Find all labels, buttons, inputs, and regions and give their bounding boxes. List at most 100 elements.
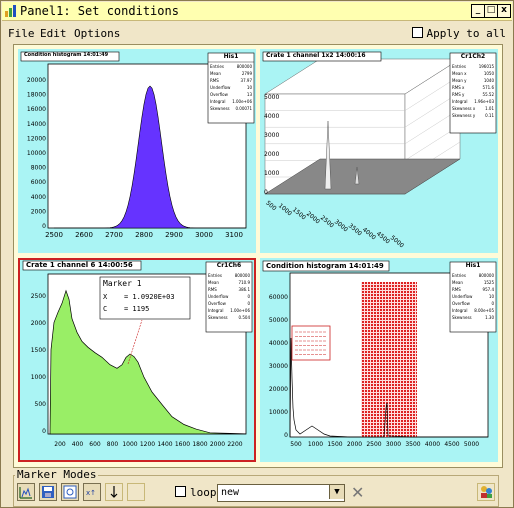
- y-tick-label: 500: [35, 401, 47, 408]
- x-tick-label: 3500: [347, 222, 363, 237]
- stats-row: Integral 1.96e+03: [452, 98, 494, 105]
- y-tick-label: 40000: [269, 340, 288, 347]
- x-tick-label: 2500: [366, 441, 381, 448]
- x-tick-label: 2700: [105, 231, 123, 239]
- y-tick-label: 4000: [31, 194, 46, 201]
- floppy-icon: [40, 484, 56, 500]
- x-tick-label: 3500: [405, 441, 420, 448]
- y-tick-label: 50000: [269, 317, 288, 324]
- marker-c-value: = 1195: [124, 305, 149, 313]
- pad1-title: Condition histogram 14:01:49: [24, 52, 108, 58]
- marker-x-value: = 1.0920E+03: [124, 293, 175, 301]
- histogram-canvas[interactable]: 2500 2600 2700 2800 2900 3000 3100 20000 18000 16…: [13, 44, 503, 468]
- zoom-mode-button[interactable]: [61, 483, 79, 501]
- y-tick-label: 16000: [27, 106, 46, 113]
- stats-row: Mean 2799: [210, 70, 252, 77]
- save-mode-button[interactable]: [39, 483, 57, 501]
- pad3-stats-box: Entries 800000 Mean 710.9 RMS 386.1 Underflow 0…: [208, 272, 250, 321]
- y-tick-label: 0: [284, 432, 288, 439]
- menu-edit[interactable]: Edit: [40, 27, 67, 40]
- checkbox-box[interactable]: [412, 27, 423, 38]
- x-tick-label: 1600: [175, 441, 190, 448]
- x-tick-label: 4000: [425, 441, 440, 448]
- stats-row: Mean y 1040: [452, 77, 494, 84]
- menu-file[interactable]: File: [8, 27, 35, 40]
- x-tick-label: 3100: [225, 231, 243, 239]
- menu-options[interactable]: Options: [74, 27, 120, 40]
- z-tick-label: 2000: [264, 151, 279, 158]
- stats-row: Integral 8.00e+05: [452, 307, 494, 314]
- loop-checkbox-box[interactable]: [175, 486, 186, 497]
- stats-row: Underflow 10: [210, 84, 252, 91]
- stats-row: Skewness y 0.11: [452, 112, 494, 119]
- pad4-stats-box: Entries 800000 Mean 1525 RMS 957.4 Underflow 10…: [452, 272, 494, 321]
- marker-title: Marker 1: [103, 279, 142, 288]
- marker-modes-group: Marker Modes x↑ loop new ▼ ✕: [13, 469, 501, 507]
- title-bar[interactable]: Panel1: Set conditions _ □ x: [2, 2, 512, 21]
- z-tick-label: 0: [264, 189, 268, 196]
- y-tick-label: 2500: [31, 293, 46, 300]
- x-tick-label: 4500: [375, 230, 391, 245]
- stats-row: RMS 37.97: [210, 77, 252, 84]
- x-tick-label: 2000: [210, 441, 225, 448]
- y-tick-label: 8000: [31, 165, 46, 172]
- y-tick-label: 20000: [269, 386, 288, 393]
- x-tick-label: 400: [72, 441, 84, 448]
- pad2-title: Crate 1 channel 1x2 14:00:16: [266, 52, 366, 59]
- y-tick-label: 20000: [27, 77, 46, 84]
- grid-icon: [62, 484, 78, 500]
- y-tick-label: 14000: [27, 121, 46, 128]
- people-icon: [478, 484, 494, 500]
- x-tick-label: 1200: [140, 441, 155, 448]
- z-tick-label: 3000: [264, 132, 279, 139]
- pad2-stats-title: Cr1Ch2: [450, 53, 496, 60]
- histogram-mode-button[interactable]: [17, 483, 35, 501]
- x-tick-label: 4000: [361, 226, 377, 241]
- x-tick-label: 3000: [195, 231, 213, 239]
- stats-row: Skewness 0.504: [208, 314, 250, 321]
- stats-row: Skewness x 1.01: [452, 105, 494, 112]
- pad-condition-histogram-top[interactable]: 2500 2600 2700 2800 2900 3000 3100 20000 18000 16…: [18, 49, 256, 253]
- x-tick-label: 1500: [291, 206, 307, 221]
- y-tick-label: 18000: [27, 92, 46, 99]
- x-tick-label: 500: [264, 199, 277, 212]
- chart-icon: [18, 484, 34, 500]
- x-tick-label: 2600: [75, 231, 93, 239]
- stats-row: Overflow 13: [210, 91, 252, 98]
- stats-row: Skewness 0.00071: [210, 105, 252, 112]
- clear-marker-button[interactable]: ✕: [351, 483, 364, 502]
- x-tick-label: 2000: [347, 441, 362, 448]
- loop-checkbox[interactable]: loop: [175, 486, 217, 499]
- close-button[interactable]: x: [497, 4, 511, 18]
- minimize-button[interactable]: _: [471, 4, 485, 18]
- chevron-down-icon[interactable]: ▼: [329, 485, 344, 499]
- marker-modes-label: Marker Modes: [15, 468, 98, 481]
- down-arrow-button[interactable]: [105, 483, 123, 501]
- marker-xy-icon: x↑: [84, 484, 100, 500]
- pad1-stats-box: Entries 800000 Mean 2799 RMS 37.97 Underflow 10…: [210, 63, 252, 112]
- marker-select-value: new: [221, 487, 239, 498]
- help-button[interactable]: [477, 483, 495, 501]
- pad-crate1-channel1x2[interactable]: 5000 4000 3000 2000 1000 0 500 1000 1500 2000 2500…: [260, 49, 498, 253]
- y-tick-label: 30000: [269, 363, 288, 370]
- stats-row: RMS 957.4: [452, 286, 494, 293]
- pad-crate1-channel6[interactable]: 200 400 600 800 1000 1200 1400 1600 1800 2000 2200…: [18, 258, 256, 462]
- maximize-button[interactable]: □: [484, 4, 498, 18]
- stats-row: Entries 196015: [452, 63, 494, 70]
- loop-label: loop: [190, 486, 217, 499]
- pad4-stats-title: His1: [450, 262, 496, 269]
- x-tick-label: 1000: [122, 441, 137, 448]
- x-tick-label: 2500: [45, 231, 63, 239]
- x-tick-label: 2500: [319, 214, 335, 229]
- apply-to-all-checkbox[interactable]: Apply to all: [412, 27, 506, 40]
- x-tick-label: 1400: [157, 441, 172, 448]
- apply-to-all-label: Apply to all: [427, 27, 506, 40]
- marker-x-label: X: [103, 293, 107, 301]
- menu-bar: File Edit Options Apply to all: [2, 23, 512, 43]
- x-tick-label: 200: [54, 441, 66, 448]
- marker-xy-button[interactable]: x↑: [83, 483, 101, 501]
- y-tick-label: 2000: [31, 320, 46, 327]
- svg-text:x↑: x↑: [86, 489, 96, 497]
- pad-condition-histogram-bottom[interactable]: 500 1000 1500 2000 2500 3000 3500 4000 4500 5000 6…: [260, 258, 498, 462]
- marker-select[interactable]: new ▼: [217, 484, 345, 502]
